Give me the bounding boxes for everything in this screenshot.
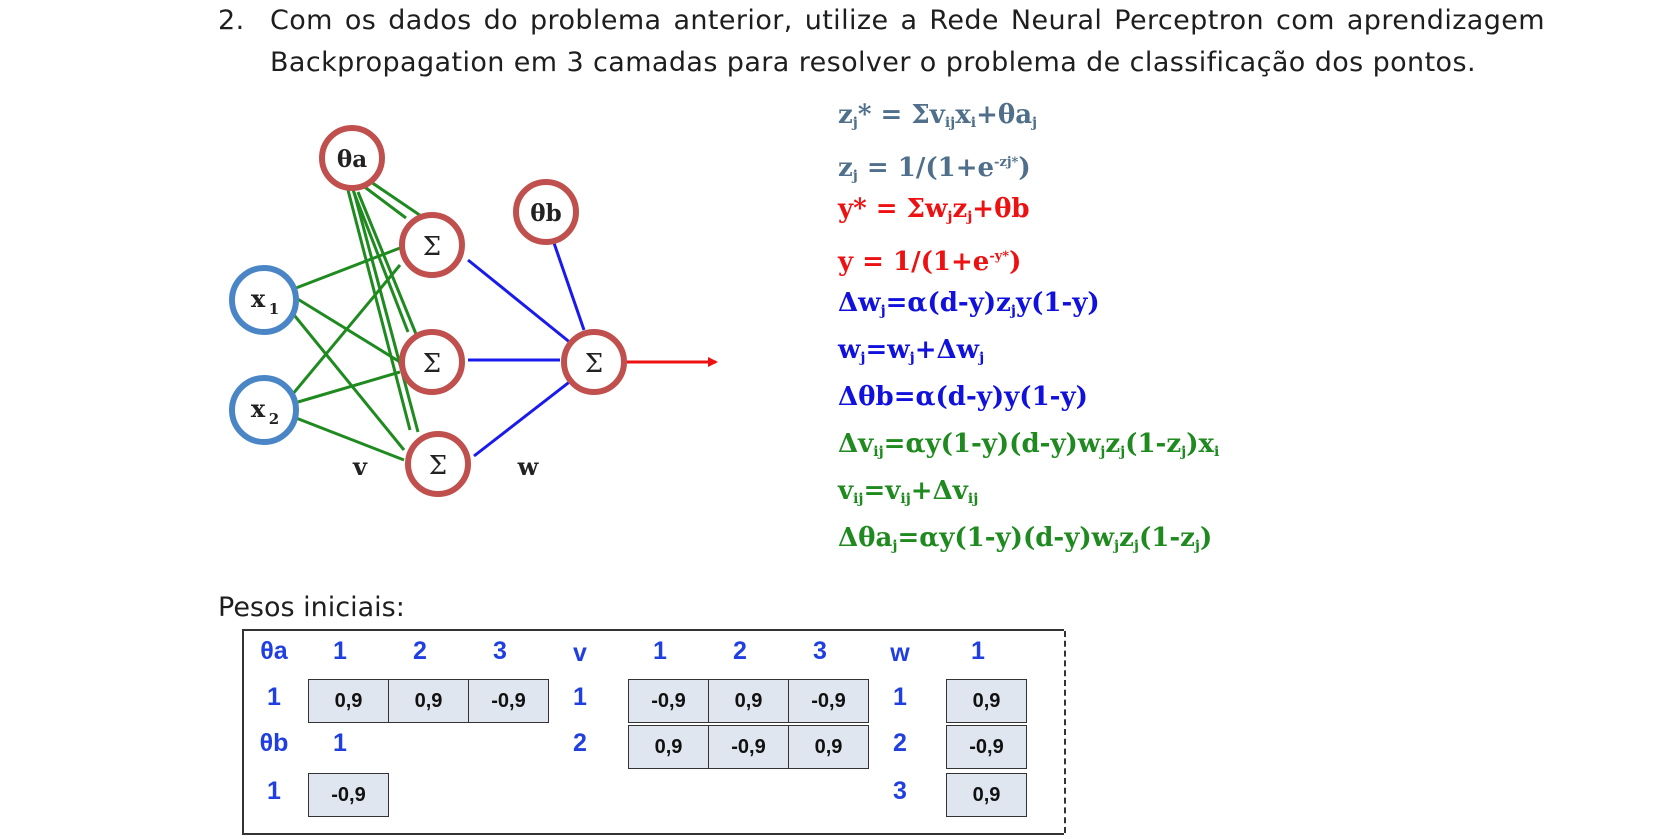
bias-a-label: θa: [337, 146, 367, 173]
w-2: -0,9: [946, 725, 1027, 769]
v-1-2: 0,9: [708, 679, 789, 723]
formula-delta-theta-b: Δθb=α(d-y)y(1-y): [838, 382, 1088, 412]
formula-y-star: y* = Σwjzj+θb: [838, 194, 1030, 225]
v-2-1: 0,9: [628, 725, 709, 769]
v-edges: [288, 178, 425, 462]
input-x2-node: x 2: [229, 375, 299, 445]
w-row-3: 3: [893, 777, 907, 805]
theta-b-value: -0,9: [308, 773, 389, 817]
theta-a-col-3: 3: [493, 637, 507, 665]
output-sigma: Σ: [585, 349, 603, 379]
hidden-node-2: Σ: [399, 329, 465, 395]
v-row-2: 2: [573, 729, 587, 757]
v-row-1: 1: [573, 683, 587, 711]
formula-delta-w: Δwj=α(d-y)zjy(1-y): [838, 288, 1100, 319]
formula-zj-star: zj* = Σvijxi+θaj: [838, 100, 1038, 131]
theta-a-value-2: 0,9: [388, 679, 469, 723]
x2-subscript: 2: [269, 410, 279, 428]
formula-y: y = 1/(1+e-y*): [838, 247, 1022, 277]
w-row-2: 2: [893, 729, 907, 757]
theta-b-col-1: 1: [333, 729, 347, 757]
v-col-2: 2: [733, 637, 747, 665]
v-header: v: [573, 639, 587, 667]
theta-a-col-2: 2: [413, 637, 427, 665]
w-1: 0,9: [946, 679, 1027, 723]
x1-subscript: 1: [269, 300, 279, 318]
theta-a-value-1: 0,9: [308, 679, 389, 723]
neural-network-diagram: θa θb x 1 x 2 Σ Σ Σ Σ v w: [229, 125, 718, 497]
formula-list: zj* = Σvijxi+θaj zj = 1/(1+e-zj*) y* = Σ…: [838, 92, 1219, 562]
v-1-1: -0,9: [628, 679, 709, 723]
theta-a-row-1: 1: [267, 683, 281, 711]
x1-label: x: [251, 284, 266, 313]
bias-b-node: θb: [513, 179, 579, 245]
theta-a-col-1: 1: [333, 637, 347, 665]
v-2-2: -0,9: [708, 725, 789, 769]
theta-a-value-3: -0,9: [468, 679, 549, 723]
hidden-1-sigma: Σ: [423, 232, 441, 262]
table-right-dashed-border: [1064, 631, 1066, 833]
v-1-3: -0,9: [788, 679, 869, 723]
formula-delta-theta-a: Δθaj=αy(1-y)(d-y)wjzj(1-zj): [838, 523, 1213, 554]
v-2-3: 0,9: [788, 725, 869, 769]
formula-zj: zj = 1/(1+e-zj*): [838, 153, 1031, 184]
theta-a-header: θa: [260, 637, 288, 665]
question-text: Com os dados do problema anterior, utili…: [270, 5, 1545, 78]
hidden-node-1: Σ: [399, 212, 465, 278]
input-x1-node: x 1: [229, 265, 299, 335]
w-edges: [467, 242, 586, 458]
w-header: w: [890, 639, 910, 667]
bias-b-label: θb: [530, 200, 561, 227]
w-3: 0,9: [946, 773, 1027, 817]
formula-w-update: wj=wj+Δwj: [838, 335, 985, 366]
v-col-3: 3: [813, 637, 827, 665]
hidden-2-sigma: Σ: [423, 349, 441, 379]
formula-v-update: vij=vij+Δvij: [838, 476, 979, 507]
output-node: Σ: [561, 329, 627, 395]
theta-b-header: θb: [259, 729, 289, 757]
theta-b-row-1: 1: [267, 777, 281, 805]
question-number: 2.: [218, 5, 245, 36]
weights-table: θa 1 2 3 1 0,9 0,9 -0,9 θb 1 1 -0,9 v 1 …: [242, 629, 1066, 835]
bias-a-node: θa: [319, 125, 385, 191]
w-col-1: 1: [971, 637, 985, 665]
pesos-iniciais-label: Pesos iniciais:: [218, 592, 405, 623]
w-row-1: 1: [893, 683, 907, 711]
x2-label: x: [251, 394, 266, 423]
hidden-node-3: Σ: [405, 431, 471, 497]
formula-delta-v: Δvij=αy(1-y)(d-y)wjzj(1-zj)xi: [838, 429, 1220, 460]
w-label: w: [517, 452, 540, 481]
v-col-1: 1: [653, 637, 667, 665]
v-label: v: [352, 452, 368, 481]
hidden-3-sigma: Σ: [429, 451, 447, 481]
